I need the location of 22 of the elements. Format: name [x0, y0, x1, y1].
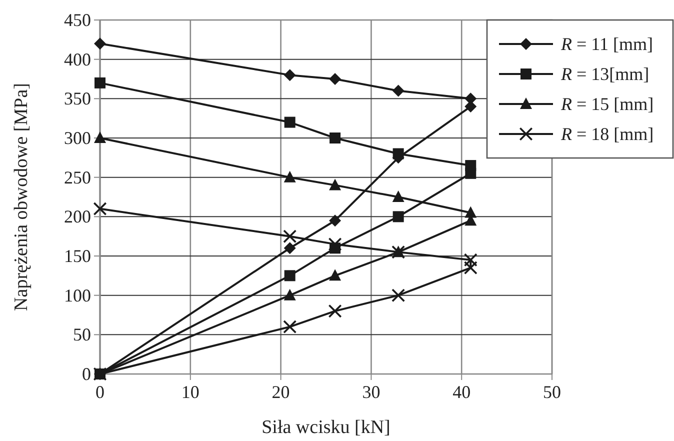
x-tick-label: 0 [96, 382, 104, 402]
y-tick-label: 300 [64, 128, 91, 148]
y-tick-label: 0 [82, 364, 91, 384]
legend-label: R = 13[mm] [560, 64, 650, 84]
y-tick-label: 200 [64, 206, 91, 227]
legend-label: R = 18 [mm] [560, 124, 654, 144]
x-axis-title: Siła wcisku [kN] [262, 417, 390, 438]
y-axis-title: Naprężenia obwodowe [MPa] [11, 83, 32, 311]
y-tick-label: 350 [64, 88, 91, 109]
x-tick-label: 20 [272, 382, 290, 402]
x-tick-label: 40 [452, 382, 471, 402]
y-tick-label: 400 [64, 49, 91, 70]
y-tick-label: 150 [64, 246, 91, 266]
y-tick-label: 450 [64, 10, 91, 30]
legend-label: R = 11 [mm] [560, 34, 653, 54]
x-tick-label: 30 [362, 382, 380, 402]
x-tick-label: 50 [543, 382, 561, 402]
y-tick-label: 250 [64, 167, 91, 188]
legend-label: R = 15 [mm] [560, 94, 654, 114]
y-tick-label: 100 [64, 285, 91, 306]
x-tick-label: 10 [181, 382, 200, 402]
y-tick-label: 50 [73, 324, 91, 345]
